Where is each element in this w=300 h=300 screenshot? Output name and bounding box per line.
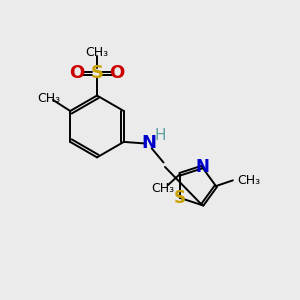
Text: S: S	[174, 189, 186, 207]
Text: H: H	[154, 128, 166, 142]
Text: CH₃: CH₃	[85, 46, 109, 59]
Text: CH₃: CH₃	[151, 182, 174, 195]
Text: CH₃: CH₃	[37, 92, 60, 105]
Text: O: O	[69, 64, 85, 82]
Text: N: N	[195, 158, 209, 176]
Text: N: N	[141, 134, 156, 152]
Text: S: S	[91, 64, 103, 82]
Text: CH₃: CH₃	[237, 174, 260, 187]
Text: O: O	[110, 64, 124, 82]
